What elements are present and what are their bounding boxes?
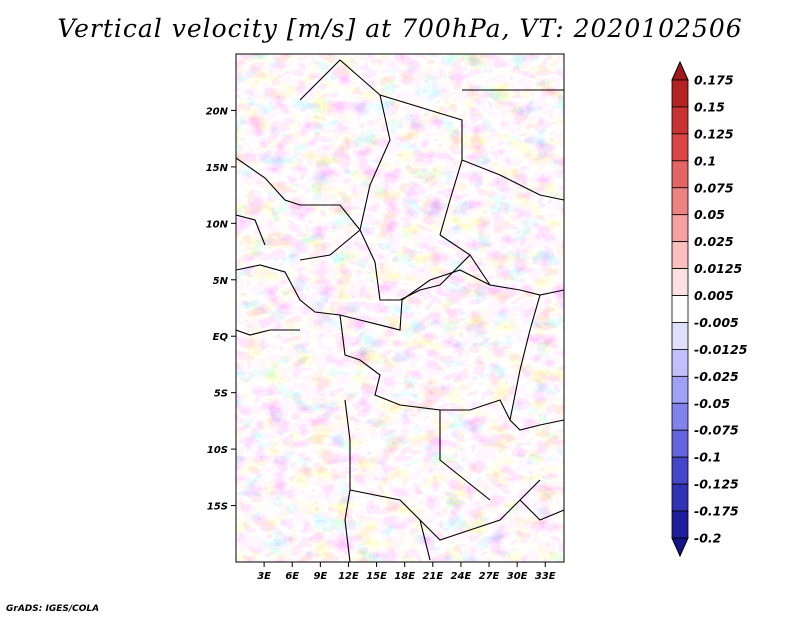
colorbar-bin <box>671 268 689 296</box>
colorbar-label: -0.125 <box>694 477 739 492</box>
colorbar-label: -0.075 <box>694 423 739 438</box>
colorbar-bin <box>671 295 689 323</box>
colorbar-label: 0.125 <box>694 126 734 141</box>
border-line <box>461 159 564 201</box>
colorbar-label: -0.1 <box>694 450 721 465</box>
lon-tick-label: 9E <box>313 571 327 582</box>
colorbar-bin <box>671 214 689 243</box>
colorbar-label: -0.175 <box>694 504 739 519</box>
border-line <box>236 157 361 231</box>
lon-tick-label: 33E <box>535 571 556 582</box>
map-frame <box>235 53 565 563</box>
colorbar-bin <box>671 106 689 135</box>
border-line <box>509 294 541 421</box>
colorbar-bin <box>671 429 689 458</box>
lon-tick-label: 12E <box>338 571 359 582</box>
lat-tick-label: 5N <box>213 276 229 287</box>
colorbar-bin <box>671 375 689 404</box>
latitude-axis: 20N 15N 10N 5N EQ 5S 10S 15S <box>206 106 236 513</box>
colorbar-bin <box>671 322 689 350</box>
lon-tick-label: 24E <box>451 571 472 582</box>
lon-tick-label: 3E <box>257 571 271 582</box>
colorbar-bin <box>671 133 689 162</box>
colorbar-bin <box>671 187 689 216</box>
colorbar-label: -0.2 <box>694 531 721 546</box>
colorbar-label: 0.175 <box>694 73 734 88</box>
colorbar-max-triangle <box>671 60 689 81</box>
colorbar-label: 0.025 <box>694 234 734 249</box>
lon-tick-label: 21E <box>422 571 443 582</box>
lat-tick-label: 10S <box>207 445 228 456</box>
grads-credit: GrADS: IGES/COLA <box>6 604 100 614</box>
colorbar-bin <box>671 402 689 431</box>
colorbar-bin <box>671 160 689 189</box>
lat-tick-label: 15S <box>207 502 228 513</box>
lon-tick-label: 15E <box>366 571 387 582</box>
colorbar-label: -0.005 <box>694 315 739 330</box>
colorbar-bin <box>671 79 689 108</box>
country-borders <box>236 59 564 562</box>
colorbar-label: -0.05 <box>694 396 730 411</box>
border-line <box>359 229 471 301</box>
colorbar-bin <box>671 483 689 512</box>
map-title: Vertical velocity [m/s] at 700hPa, VT: 2… <box>57 14 743 43</box>
colorbar-bin <box>671 349 689 377</box>
lat-tick-label: 5S <box>214 389 228 400</box>
border-line <box>236 214 266 246</box>
lat-tick-label: EQ <box>213 332 229 343</box>
colorbar-label: 0.005 <box>694 288 734 303</box>
border-line <box>439 234 564 296</box>
colorbar-bin <box>671 241 689 269</box>
colorbar: 0.175 0.15 0.125 0.1 0.075 0.05 0.025 0.0125 0.0… <box>671 60 748 558</box>
border-line <box>339 314 491 501</box>
lon-tick-label: 6E <box>285 571 299 582</box>
lat-tick-label: 20N <box>206 106 229 117</box>
border-line <box>236 264 403 331</box>
colorbar-label: -0.025 <box>694 369 739 384</box>
border-line <box>419 519 431 561</box>
lat-tick-label: 10N <box>206 219 229 230</box>
colorbar-label: 0.1 <box>694 153 716 168</box>
lon-tick-label: 30E <box>507 571 528 582</box>
lon-tick-label: 18E <box>394 571 415 582</box>
vertical-velocity-field <box>236 54 564 562</box>
border-line <box>519 499 564 521</box>
colorbar-bin <box>671 456 689 485</box>
border-line <box>236 329 300 336</box>
lon-tick-label: 27E <box>479 571 500 582</box>
colorbar-label: 0.15 <box>694 99 725 114</box>
border-line <box>401 269 491 301</box>
colorbar-label: -0.0125 <box>694 342 748 357</box>
colorbar-min-triangle <box>671 537 689 558</box>
colorbar-label: 0.075 <box>694 180 734 195</box>
lat-tick-label: 15N <box>206 163 229 174</box>
longitude-axis: 3E 6E 9E 12E 15E 18E 21E 24E 27E 30E 33E <box>257 562 556 582</box>
border-line <box>299 59 391 261</box>
colorbar-label: 0.0125 <box>694 261 743 276</box>
border-line <box>349 479 541 541</box>
colorbar-bin <box>671 510 689 539</box>
colorbar-label: 0.05 <box>694 207 725 222</box>
